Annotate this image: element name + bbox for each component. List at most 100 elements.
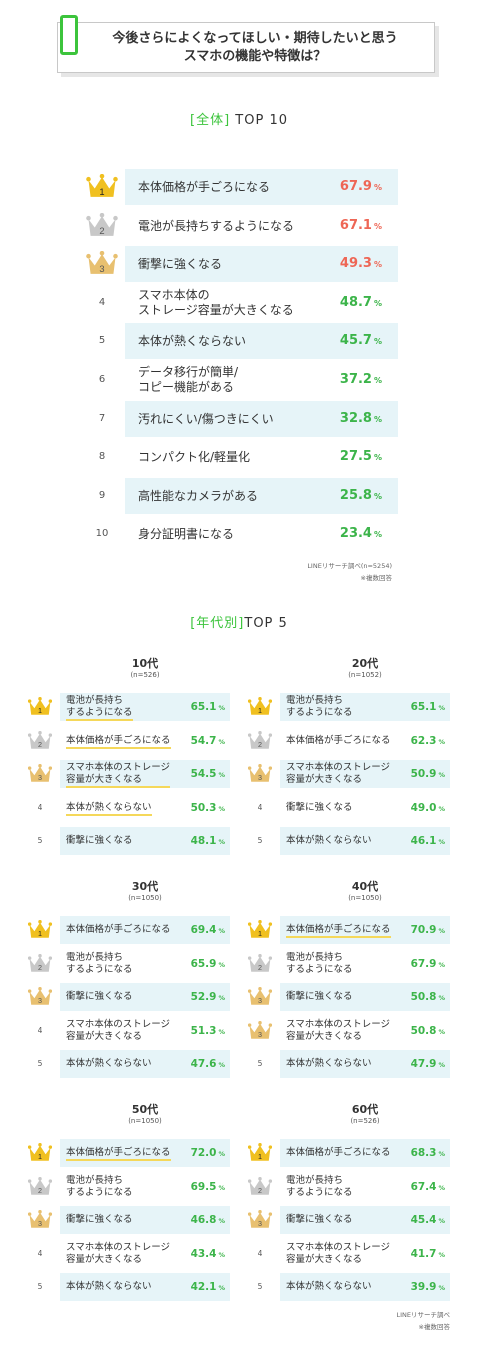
age-group-sample-size: (n=526) xyxy=(350,1117,380,1125)
percent-unit: % xyxy=(218,771,225,779)
age-item-label: 本体が熱くならない xyxy=(286,1058,372,1069)
age-item-label: 本体価格が手ごろになる xyxy=(286,1147,391,1158)
age-item-value: 48.1% xyxy=(180,835,225,847)
age-item-value: 67.4% xyxy=(400,1181,445,1193)
age-item-label: 衝撃に強くなる xyxy=(286,801,353,813)
age-item-value: 68.3% xyxy=(400,1147,445,1159)
value-number: 41.7 xyxy=(410,1247,437,1260)
value-number: 42.1 xyxy=(190,1281,217,1293)
percent-unit: % xyxy=(373,491,382,501)
percent-unit: % xyxy=(373,414,382,424)
age-item-value: 69.4% xyxy=(180,924,225,936)
age-group-sample-size: (n=1050) xyxy=(348,894,382,902)
title-line-2: スマホの機能や特徴は？ xyxy=(183,49,327,64)
value-number: 54.5 xyxy=(190,768,217,780)
overall-item-value: 67.9% xyxy=(340,179,382,194)
value-number: 67.4 xyxy=(410,1180,437,1193)
value-number: 47.6 xyxy=(190,1058,217,1070)
value-number: 45.7 xyxy=(339,333,372,349)
overall-item-label: 本体価格が手ごろになる xyxy=(138,180,271,194)
overall-rank-number: 4 xyxy=(98,296,106,308)
percent-unit: % xyxy=(373,221,382,231)
crown-rank-number: 2 xyxy=(38,740,42,749)
age-heading-suffix: TOP 5 xyxy=(244,616,288,631)
overall-item-label: 電池が長持ちするようになる xyxy=(138,218,295,233)
overall-item-label: データ移行が簡単/コピー機能がある xyxy=(138,365,239,394)
age-item-label: スマホ本体のストレージ 容量が大きくなる xyxy=(66,1018,171,1042)
crown-icon-3: 3 xyxy=(247,986,273,1012)
value-number: 27.5 xyxy=(339,449,372,465)
value-number: 50.3 xyxy=(190,801,217,814)
age-group-sample-size: (n=1050) xyxy=(128,1117,162,1125)
percent-unit: % xyxy=(218,960,225,969)
age-item-value: 52.9% xyxy=(180,991,225,1003)
percent-unit: % xyxy=(218,737,225,746)
value-number: 65.1 xyxy=(190,701,217,713)
age-row-shade xyxy=(60,983,230,1011)
age-rank-number: 5 xyxy=(257,836,263,845)
age-item-label: 本体が熱くならない xyxy=(66,1281,152,1292)
crown-rank-number: 3 xyxy=(99,264,104,274)
crown-icon-2: 2 xyxy=(27,730,53,756)
smartphone-icon xyxy=(60,15,78,55)
overall-source: LINEリサーチ調べ(n=5254) xyxy=(307,562,392,570)
age-item-label: 本体価格が手ごろになる xyxy=(66,1147,171,1161)
crown-rank-number: 1 xyxy=(38,1152,42,1161)
crown-rank-number: 3 xyxy=(258,1219,262,1228)
crown-rank-number: 3 xyxy=(258,996,262,1005)
age-row-shade xyxy=(280,760,450,788)
age-item-value: 65.1% xyxy=(400,701,445,713)
percent-unit: % xyxy=(218,1183,225,1192)
overall-item-value: 23.4% xyxy=(340,526,382,541)
age-item-label: 本体が熱くならない xyxy=(286,835,372,846)
age-item-value: 41.7% xyxy=(400,1248,445,1260)
age-group-sample-size: (n=1052) xyxy=(348,671,382,679)
age-row-shade xyxy=(60,1206,230,1234)
age-item-value: 70.9% xyxy=(400,924,445,936)
value-number: 32.8 xyxy=(339,410,372,426)
value-number: 62.3 xyxy=(410,734,437,747)
overall-item-value: 49.3% xyxy=(340,256,382,271)
overall-item-value: 37.2% xyxy=(340,372,382,387)
age-item-value: 50.9% xyxy=(400,768,445,780)
age-rank-number: 4 xyxy=(37,802,43,812)
percent-unit: % xyxy=(438,1061,445,1069)
age-item-value: 46.8% xyxy=(180,1214,225,1226)
value-number: 48.7 xyxy=(339,294,372,310)
age-row-shade xyxy=(60,760,230,788)
percent-unit: % xyxy=(218,1250,225,1259)
overall-item-label: 高性能なカメラがある xyxy=(138,488,259,503)
percent-unit: % xyxy=(438,804,445,813)
value-number: 45.4 xyxy=(410,1214,437,1226)
overall-item-label: 衝撃に強くなる xyxy=(138,257,223,272)
crown-rank-number: 1 xyxy=(258,929,262,938)
age-item-value: 47.9% xyxy=(400,1058,445,1070)
age-group-title: 50代 xyxy=(131,1103,159,1116)
age-row-shade xyxy=(60,916,230,944)
crown-rank-number: 2 xyxy=(38,1186,42,1195)
overall-row-shade xyxy=(125,246,398,283)
value-number: 23.4 xyxy=(339,526,372,542)
age-item-value: 42.1% xyxy=(180,1281,225,1293)
age-footnote: ※複数回答 xyxy=(418,1323,450,1331)
overall-heading: [全体] TOP 10 xyxy=(0,109,478,128)
age-row-shade xyxy=(60,827,230,855)
overall-footnote: ※複数回答 xyxy=(360,574,392,582)
age-heading: [年代別]TOP 5 xyxy=(0,612,478,631)
crown-rank-number: 3 xyxy=(38,996,42,1005)
crown-rank-number: 2 xyxy=(258,963,262,972)
age-item-value: 65.1% xyxy=(180,701,225,713)
percent-unit: % xyxy=(373,530,382,540)
page-title: 今後さらによくなってほしい・期待したいと思う スマホの機能や特徴は？ xyxy=(90,30,420,66)
age-item-value: 49.0% xyxy=(400,802,445,814)
percent-unit: % xyxy=(438,994,445,1002)
bracket-open: [ xyxy=(190,113,197,128)
overall-rank-number: 5 xyxy=(98,335,106,347)
overall-item-value: 25.8% xyxy=(340,488,382,503)
overall-row-shade xyxy=(125,323,398,360)
age-item-label: スマホ本体のストレージ 容量が大きくなる xyxy=(286,1241,391,1265)
age-item-label: 本体が熱くならない xyxy=(286,1281,372,1292)
crown-icon-2: 2 xyxy=(27,953,53,979)
percent-unit: % xyxy=(218,1061,225,1069)
overall-item-label: スマホ本体の ストレージ容量が大きくなる xyxy=(138,287,294,317)
